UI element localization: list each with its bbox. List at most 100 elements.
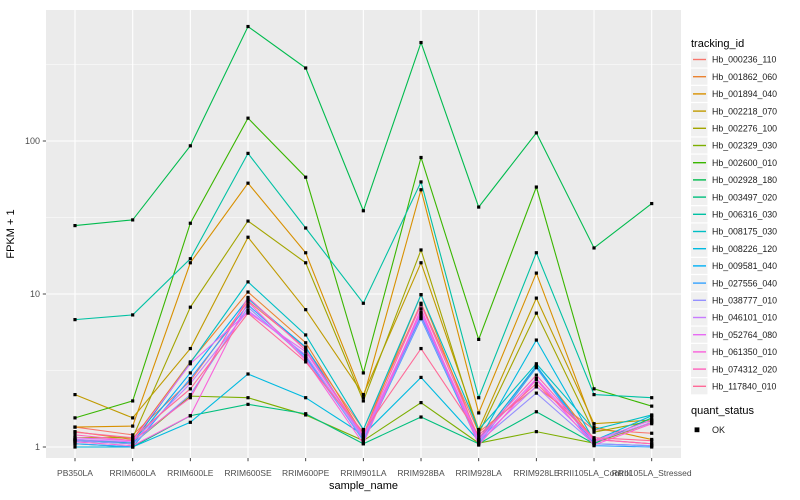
data-point [592,422,596,426]
data-point [304,175,308,179]
data-point [534,381,538,386]
x-tick-label: RRIM600SE [224,468,272,478]
legend-item-label: Hb_117840_010 [712,382,777,392]
data-point [131,399,135,403]
data-point [246,305,250,309]
legend-item-label: Hb_052764_080 [712,330,777,340]
data-point [131,433,135,437]
data-point [592,427,596,432]
data-point [188,221,192,225]
data-point [419,155,423,160]
data-point [73,436,77,440]
data-point [304,261,308,265]
data-point [650,404,654,408]
legend-item-label: Hb_002218_070 [712,106,777,116]
data-point [534,362,538,366]
data-point [131,442,135,446]
data-point [592,436,596,440]
data-point [131,439,135,443]
data-point [188,362,192,366]
data-point [477,411,481,415]
data-point [650,442,654,446]
data-point [246,116,250,120]
data-point [304,356,308,360]
x-tick-label: RRII105LA_Control [557,468,631,478]
legend-item-label: Hb_046101_010 [712,313,777,323]
data-point [592,430,596,434]
data-point [304,308,308,312]
data-point [188,420,192,424]
data-point [361,371,365,375]
data-point [361,427,365,432]
legend-item-label: Hb_002928_180 [712,175,777,185]
quant-legend-ok-swatch [694,427,700,433]
x-tick-label: RRIM928BA [397,468,445,478]
data-point [246,372,250,376]
data-point [419,310,423,314]
data-point [246,308,250,313]
x-tick-label: RRIM928LE [513,468,560,478]
data-point [477,427,481,432]
x-tick-label: RRIM928LA [456,468,503,478]
data-point [361,393,365,397]
data-point [477,443,481,447]
y-tick-label: 1 [35,442,40,452]
data-point [361,437,365,442]
data-point [419,293,423,297]
data-point [477,337,481,341]
data-point [73,430,77,434]
legend-title: tracking_id [691,38,744,50]
legend-item-label: Hb_002276_100 [712,124,777,134]
data-point [477,205,481,209]
data-point [419,180,423,184]
data-point [73,223,77,228]
data-point [361,399,365,403]
data-point [188,379,192,383]
data-point [592,443,596,447]
data-point [534,185,538,189]
data-point [419,307,423,311]
data-point [477,433,481,437]
data-point [477,436,481,440]
legend-item-label: Hb_027556_040 [712,278,777,288]
data-point [304,333,308,337]
data-point [131,424,135,428]
data-point [650,439,654,443]
chart-generated-layer: PB350LA RRIM600LA RRIM600LE RRIM600SE RRIM60… [25,10,777,478]
data-point [304,345,308,349]
data-point [246,300,250,304]
data-point [534,296,538,300]
data-point [419,316,423,320]
data-point [534,410,538,414]
legend-item-label: Hb_038777_010 [712,296,777,306]
data-point [188,376,192,381]
data-point [650,431,654,435]
data-point [419,346,423,351]
x-tick-label: RRIM901LA [340,468,387,478]
data-point [73,437,77,442]
data-point [650,444,654,448]
data-point [246,311,250,315]
data-point [592,425,596,429]
data-point [304,360,308,364]
data-point [304,251,308,255]
data-point [361,433,365,437]
data-point [188,371,192,375]
data-point [650,396,654,400]
legend-item-label: Hb_006316_030 [712,210,777,220]
data-point [188,257,192,261]
data-point [534,378,538,382]
data-point [304,358,308,362]
x-tick-label: RRIM600LE [167,468,214,478]
data-point [131,218,135,222]
data-point [419,375,423,380]
data-point [650,416,654,420]
data-point [246,235,250,239]
data-point [650,414,654,418]
legend-item-label: Hb_074312_020 [712,364,777,374]
data-point [73,393,77,397]
data-point [477,437,481,442]
data-point [592,437,596,442]
data-point [73,416,77,420]
